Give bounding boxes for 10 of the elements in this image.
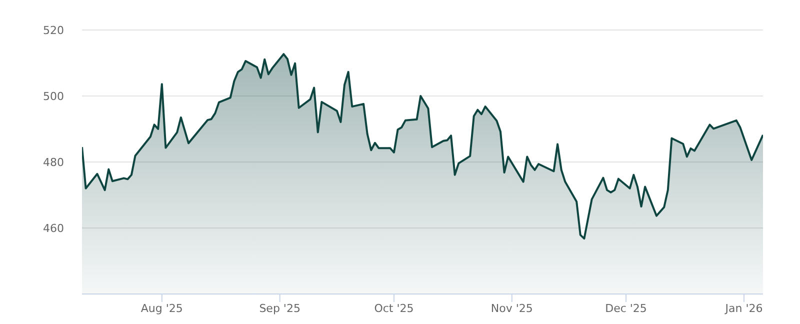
y-tick-label: 460 [43,222,64,235]
y-tick-label: 500 [43,90,64,103]
x-tick-label: Dec '25 [605,302,647,315]
x-tick-label: Aug '25 [140,302,183,315]
x-tick-label: Oct '25 [374,302,414,315]
x-tick-label: Sep '25 [259,302,300,315]
y-tick-label: 520 [43,24,64,37]
x-tick-label: Jan '26 [724,302,763,315]
y-tick-label: 480 [43,156,64,169]
x-tick-label: Nov '25 [490,302,533,315]
